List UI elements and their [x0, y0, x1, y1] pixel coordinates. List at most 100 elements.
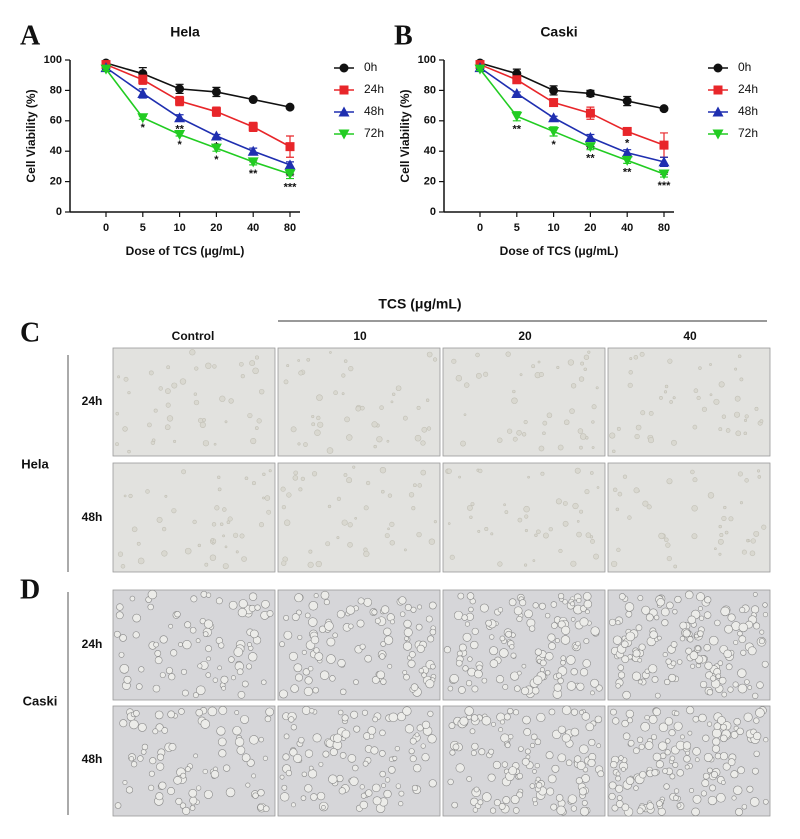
cell [624, 602, 635, 612]
marker [512, 75, 522, 85]
cell [566, 655, 576, 665]
cell [448, 722, 456, 729]
marker [548, 126, 560, 137]
cell [621, 766, 626, 772]
marker [210, 143, 222, 154]
cell [736, 727, 744, 736]
cell [327, 504, 332, 509]
cell [687, 636, 694, 643]
cell [524, 528, 528, 533]
cell [249, 735, 259, 745]
cell [374, 617, 381, 624]
cell [503, 713, 511, 721]
cell [562, 501, 568, 506]
cell [686, 706, 695, 715]
cell [159, 672, 166, 679]
cell [553, 683, 562, 692]
cell [579, 709, 585, 715]
cell [696, 395, 701, 401]
cell [615, 683, 621, 689]
cell [348, 365, 354, 372]
cell [536, 529, 541, 535]
cell [713, 722, 722, 730]
panel-label: D [20, 574, 40, 605]
cell [328, 774, 338, 784]
marker [175, 96, 185, 106]
cell [610, 761, 618, 769]
cell [557, 725, 566, 734]
cell [633, 747, 640, 755]
cell [658, 532, 665, 540]
cell [344, 416, 350, 423]
cell [690, 663, 696, 669]
cell [668, 729, 676, 737]
cell [479, 603, 489, 613]
cell [750, 538, 756, 544]
cell [617, 664, 625, 671]
cell [380, 489, 385, 494]
cell [219, 522, 224, 527]
cell [285, 769, 293, 777]
cell [307, 561, 314, 568]
cell [618, 671, 626, 679]
micrograph [607, 347, 771, 457]
cell [221, 685, 226, 691]
cell [204, 562, 209, 567]
cell [421, 426, 428, 433]
cell [170, 649, 178, 657]
cell [379, 405, 384, 410]
marker [511, 87, 523, 98]
cell [308, 765, 314, 771]
cell [341, 519, 348, 526]
cell [523, 728, 532, 736]
cell [703, 752, 713, 762]
x-tick-label: 5 [140, 222, 146, 234]
cell [562, 520, 569, 527]
significance: *** [658, 180, 672, 192]
cell [310, 635, 320, 645]
cell [128, 756, 135, 762]
cell [304, 784, 313, 793]
cell [612, 487, 618, 493]
cell [518, 746, 524, 752]
cell [129, 595, 136, 602]
cell [477, 529, 481, 533]
cell [470, 714, 479, 722]
cell [409, 755, 417, 763]
legend-label: 0h [364, 60, 377, 74]
cell [451, 358, 457, 364]
marker [548, 112, 560, 123]
cell [449, 673, 459, 684]
cell [555, 794, 564, 802]
cell [167, 710, 175, 719]
cell [498, 802, 506, 810]
y-tick-label: 80 [50, 84, 62, 96]
cell [694, 757, 700, 763]
cell [329, 748, 338, 757]
cell [621, 719, 629, 728]
cell [297, 634, 303, 640]
cell [131, 526, 138, 533]
cell [537, 360, 541, 364]
cell [558, 548, 563, 554]
cell [152, 728, 159, 735]
legend-marker [339, 63, 349, 73]
marker [137, 113, 149, 124]
cell [234, 737, 245, 747]
cell [753, 622, 761, 630]
cell [753, 750, 760, 758]
cell [323, 599, 330, 606]
cell [193, 399, 200, 406]
cell [744, 414, 749, 419]
cell [189, 626, 197, 634]
cell [383, 789, 392, 799]
cell [446, 468, 452, 474]
cell [241, 680, 249, 688]
cell [280, 486, 286, 492]
cell [384, 777, 391, 783]
cell [394, 746, 400, 752]
cell [420, 440, 426, 446]
cell [256, 418, 262, 424]
cell [719, 752, 729, 761]
marker [584, 132, 596, 143]
